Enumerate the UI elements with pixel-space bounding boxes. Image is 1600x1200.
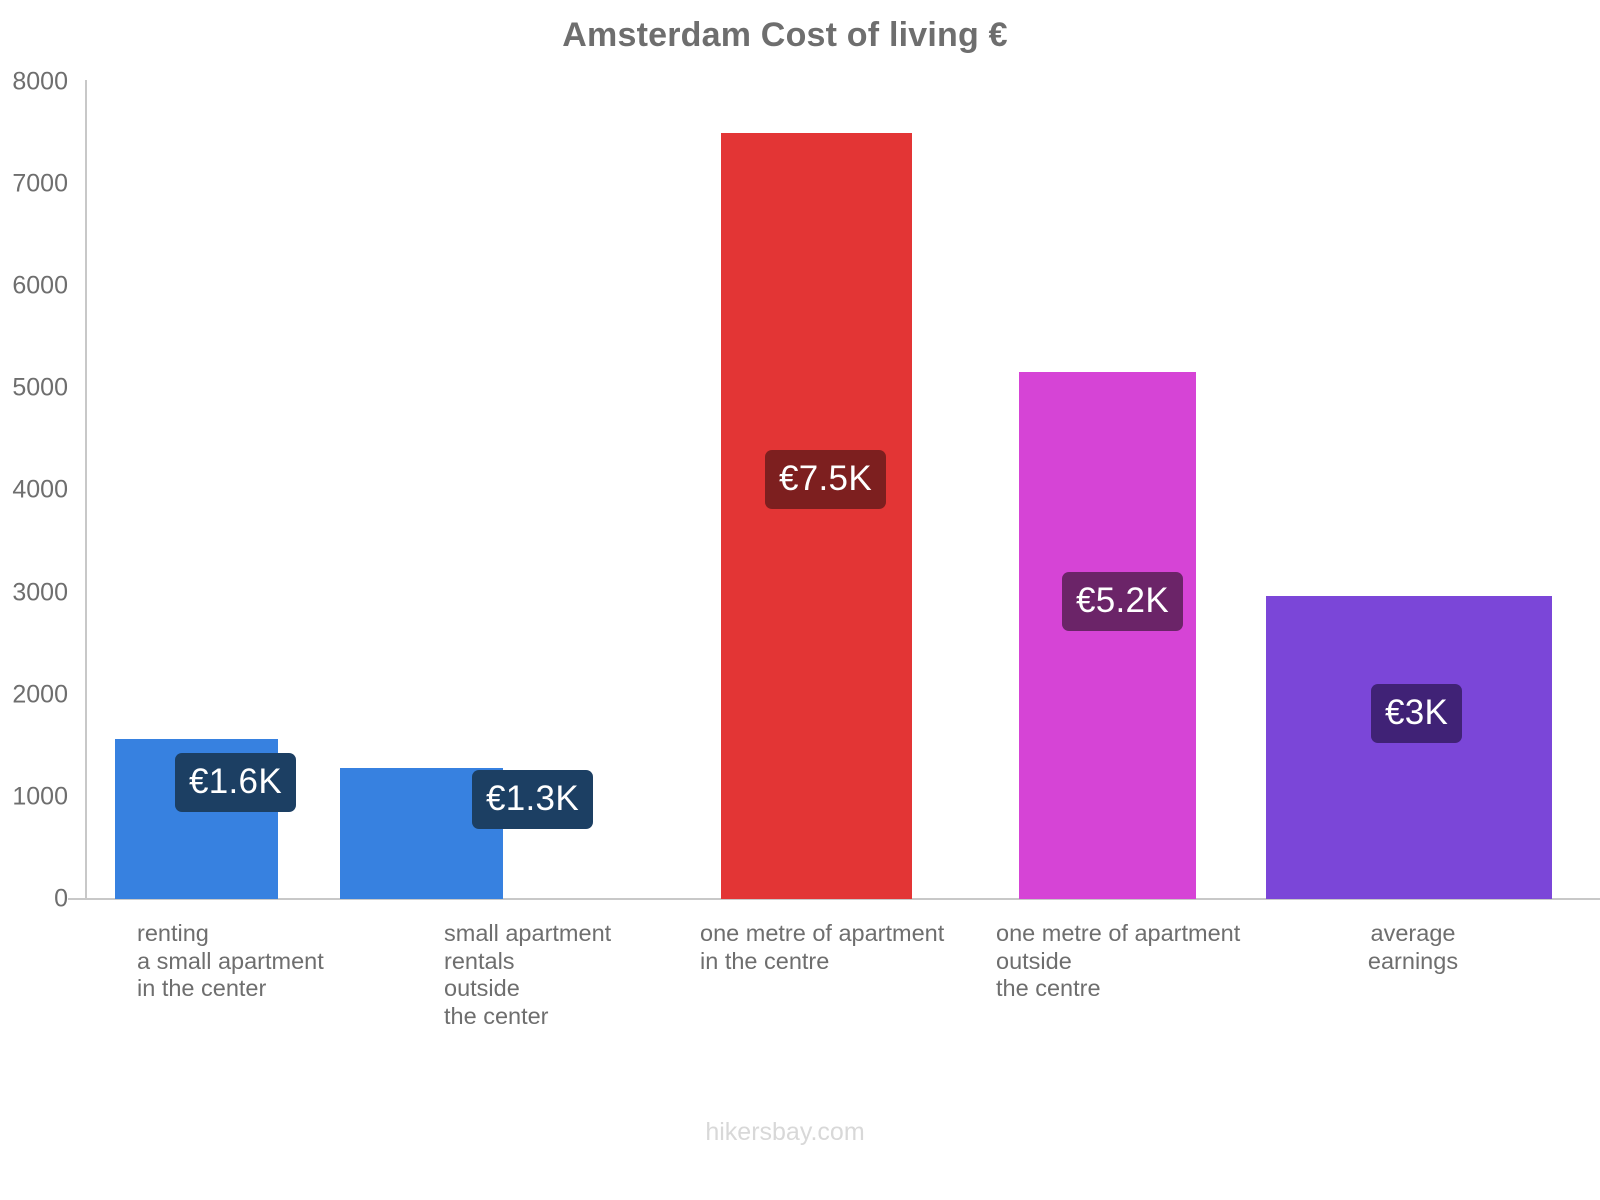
category-label-4: average earnings	[1367, 920, 1459, 974]
y-axis-tick-2000: 2000	[12, 680, 68, 709]
bar-value-label-3: €5.2K	[1062, 572, 1183, 631]
y-axis-tick-4000: 4000	[12, 475, 68, 504]
x-axis-line	[68, 898, 1600, 900]
y-axis-line	[85, 80, 87, 900]
bar-value-label-1: €1.3K	[472, 770, 593, 829]
bar-average-earnings[interactable]	[1266, 595, 1552, 899]
y-axis-tick-6000: 6000	[12, 271, 68, 300]
category-label-1: small apartment rentals outside the cent…	[444, 920, 612, 1029]
y-axis-tick-5000: 5000	[12, 373, 68, 402]
category-label-0: renting a small apartment in the center	[137, 920, 324, 1001]
bar-value-label-4: €3K	[1371, 684, 1463, 743]
bar-value-label-0: €1.6K	[175, 753, 296, 812]
category-label-3: one metre of apartment outside the centr…	[996, 920, 1241, 1001]
chart-title: Amsterdam Cost of living €	[562, 16, 1008, 54]
y-axis-tick-7000: 7000	[12, 169, 68, 198]
y-axis-tick-1000: 1000	[12, 782, 68, 811]
y-axis-tick-3000: 3000	[12, 578, 68, 607]
y-axis-tick-8000: 8000	[12, 67, 68, 96]
bar-one-metre-apartment-outside-centre[interactable]	[1019, 372, 1196, 899]
watermark-hikersbay: hikersbay.com	[705, 1118, 865, 1146]
category-label-2: one metre of apartment in the centre	[700, 920, 945, 974]
y-axis-tick-0: 0	[54, 884, 68, 913]
bar-one-metre-apartment-centre[interactable]	[721, 133, 912, 899]
bar-value-label-2: €7.5K	[765, 450, 886, 509]
